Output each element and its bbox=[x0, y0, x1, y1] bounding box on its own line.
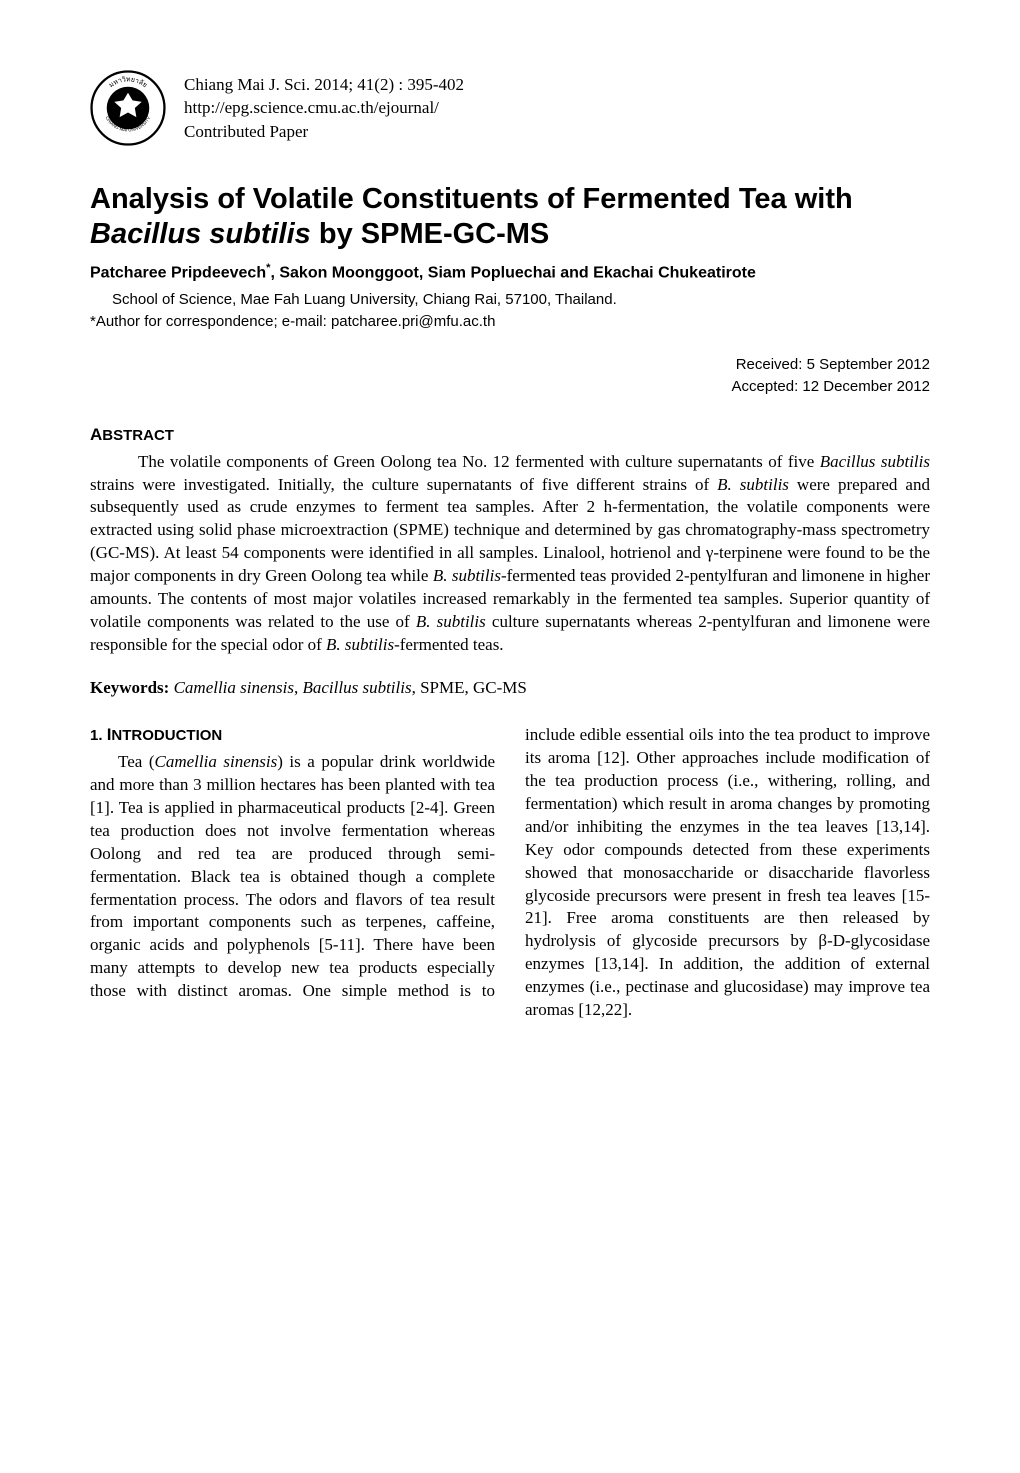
affiliation: School of Science, Mae Fah Luang Univers… bbox=[112, 290, 930, 310]
journal-meta: Chiang Mai J. Sci. 2014; 41(2) : 395-402… bbox=[184, 73, 464, 143]
abstract-body: The volatile components of Green Oolong … bbox=[90, 452, 930, 655]
intro-body: Tea (Camellia sinensis) is a popular dri… bbox=[90, 725, 930, 1019]
intro-head-num: 1. bbox=[90, 727, 107, 744]
correspondence: *Author for correspondence; e-mail: patc… bbox=[90, 312, 930, 332]
accepted-date: Accepted: 12 December 2012 bbox=[90, 376, 930, 398]
authors: Patcharee Pripdeevech*, Sakon Moonggoot,… bbox=[90, 261, 930, 284]
journal-citation: Chiang Mai J. Sci. 2014; 41(2) : 395-402 bbox=[184, 73, 464, 96]
abstract-head-cap: A bbox=[90, 425, 102, 444]
journal-url: http://epg.science.cmu.ac.th/ejournal/ bbox=[184, 96, 464, 119]
keywords-block: Keywords: Camellia sinensis, Bacillus su… bbox=[90, 677, 930, 700]
abstract-heading: ABSTRACT bbox=[90, 424, 930, 447]
article-title: Analysis of Volatile Constituents of Fer… bbox=[90, 182, 930, 253]
abstract-text: The volatile components of Green Oolong … bbox=[90, 451, 930, 657]
intro-paragraph: Tea (Camellia sinensis) is a popular dri… bbox=[90, 724, 930, 1022]
keywords-list: Camellia sinensis, Bacillus subtilis, SP… bbox=[169, 678, 527, 697]
body-columns: 1. INTRODUCTION Tea (Camellia sinensis) … bbox=[90, 724, 930, 1022]
journal-logo: มหาวิทยาลัย CHIANG MAI UNIVERSITY bbox=[90, 70, 166, 146]
received-date: Received: 5 September 2012 bbox=[90, 354, 930, 376]
dates-block: Received: 5 September 2012 Accepted: 12 … bbox=[90, 354, 930, 398]
intro-head-rest: NTRODUCTION bbox=[111, 727, 222, 744]
header-row: มหาวิทยาลัย CHIANG MAI UNIVERSITY Chiang… bbox=[90, 70, 930, 146]
keywords-label: Keywords: bbox=[90, 678, 169, 697]
abstract-head-rest: BSTRACT bbox=[102, 427, 174, 444]
journal-paper-type: Contributed Paper bbox=[184, 120, 464, 143]
intro-heading: 1. INTRODUCTION bbox=[90, 724, 495, 747]
